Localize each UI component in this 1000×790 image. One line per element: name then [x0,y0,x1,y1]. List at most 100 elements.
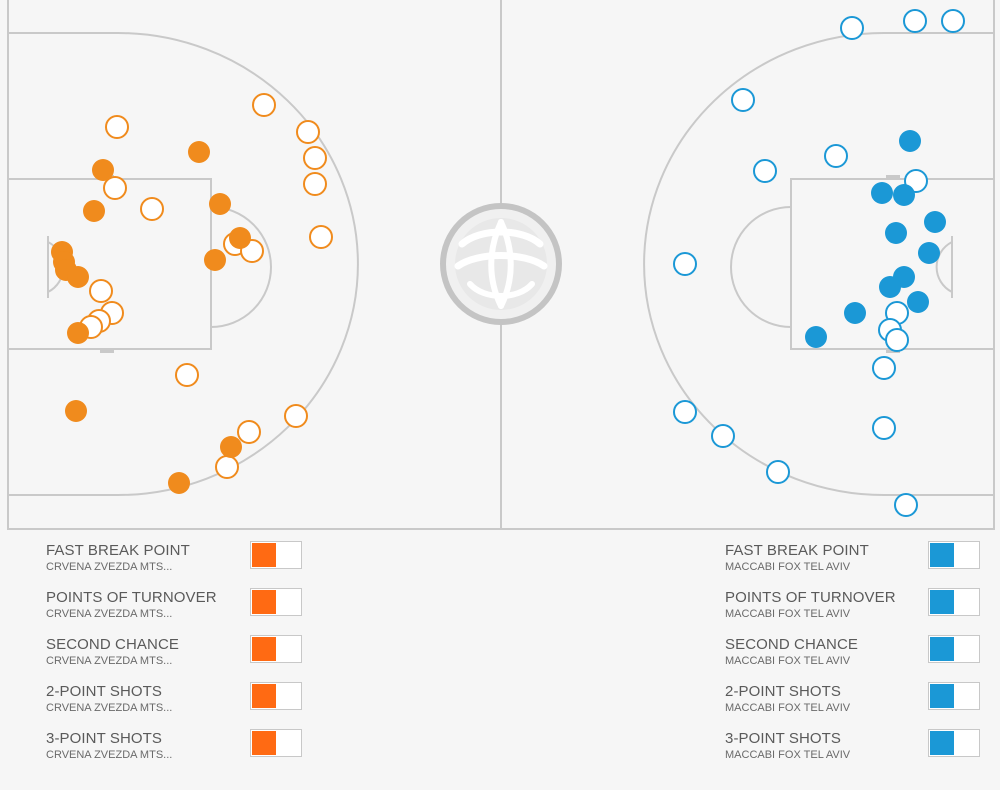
legend-team-name: MACCABI FOX TEL AVIV [725,702,851,714]
made-shot-marker[interactable] [65,400,87,422]
missed-shot-marker[interactable] [296,120,320,144]
legend-row-second-chance: SECOND CHANCE MACCABI FOX TEL AVIV [725,634,995,681]
made-shot-marker[interactable] [188,141,210,163]
made-shot-marker[interactable] [83,200,105,222]
missed-shot-marker[interactable] [840,16,864,40]
legend-team-name: CRVENA ZVEZDA MTS... [46,749,173,761]
legend-label: 3-POINT SHOTS [46,730,163,747]
missed-shot-marker[interactable] [303,146,327,170]
home-shots [51,93,333,494]
missed-shot-marker[interactable] [885,328,909,352]
toggle-knob [252,590,276,614]
legend-team-name: CRVENA ZVEZDA MTS... [46,561,173,573]
court-lines [7,0,995,530]
made-shot-marker[interactable] [844,302,866,324]
missed-shot-marker[interactable] [237,420,261,444]
legend-team-name: MACCABI FOX TEL AVIV [725,608,851,620]
missed-shot-marker[interactable] [766,460,790,484]
made-shot-marker[interactable] [220,436,242,458]
legend-row-fast-break: FAST BREAK POINT MACCABI FOX TEL AVIV [725,540,995,587]
missed-shot-marker[interactable] [673,252,697,276]
missed-shot-marker[interactable] [309,225,333,249]
missed-shot-marker[interactable] [894,493,918,517]
made-shot-marker[interactable] [209,193,231,215]
legend-label: 2-POINT SHOTS [725,683,842,700]
legend-team-name: MACCABI FOX TEL AVIV [725,655,851,667]
legend-label: POINTS OF TURNOVER [725,589,896,606]
missed-shot-marker[interactable] [941,9,965,33]
second-chance-toggle[interactable] [928,635,980,663]
legend-row-fast-break: FAST BREAK POINT CRVENA ZVEZDA MTS... [46,540,316,587]
legend-row-second-chance: SECOND CHANCE CRVENA ZVEZDA MTS... [46,634,316,681]
missed-shot-marker[interactable] [175,363,199,387]
legend-row-3-point-shots: 3-POINT SHOTS CRVENA ZVEZDA MTS... [46,728,316,775]
3-point-shots-toggle[interactable] [928,729,980,757]
legend-row-2-point-shots: 2-POINT SHOTS CRVENA ZVEZDA MTS... [46,681,316,728]
legend-team-name: CRVENA ZVEZDA MTS... [46,702,173,714]
points-of-turnover-toggle[interactable] [928,588,980,616]
missed-shot-marker[interactable] [284,404,308,428]
made-shot-marker[interactable] [67,266,89,288]
made-shot-marker[interactable] [168,472,190,494]
made-shot-marker[interactable] [871,182,893,204]
made-shot-marker[interactable] [229,227,251,249]
legend-team-name: CRVENA ZVEZDA MTS... [46,608,173,620]
made-shot-marker[interactable] [907,291,929,313]
basketball-court-shot-chart [7,0,995,530]
made-shot-marker[interactable] [879,276,901,298]
legend-row-2-point-shots: 2-POINT SHOTS MACCABI FOX TEL AVIV [725,681,995,728]
made-shot-marker[interactable] [67,322,89,344]
3-point-shots-toggle[interactable] [250,729,302,757]
away-shots [673,9,965,517]
home-legend: FAST BREAK POINT CRVENA ZVEZDA MTS... PO… [46,540,316,775]
missed-shot-marker[interactable] [903,9,927,33]
legend-team-name: MACCABI FOX TEL AVIV [725,749,851,761]
missed-shot-marker[interactable] [303,172,327,196]
toggle-knob [930,543,954,567]
made-shot-marker[interactable] [204,249,226,271]
legend-label: FAST BREAK POINT [725,542,869,559]
missed-shot-marker[interactable] [731,88,755,112]
missed-shot-marker[interactable] [252,93,276,117]
missed-shot-marker[interactable] [215,455,239,479]
legend-team-name: MACCABI FOX TEL AVIV [725,561,851,573]
toggle-knob [930,590,954,614]
missed-shot-marker[interactable] [753,159,777,183]
missed-shot-marker[interactable] [711,424,735,448]
fast-break-toggle[interactable] [928,541,980,569]
toggle-knob [930,684,954,708]
missed-shot-marker[interactable] [89,279,113,303]
legend-team-name: CRVENA ZVEZDA MTS... [46,655,173,667]
missed-shot-marker[interactable] [824,144,848,168]
legend-label: SECOND CHANCE [725,636,858,653]
made-shot-marker[interactable] [899,130,921,152]
made-shot-marker[interactable] [885,222,907,244]
made-shot-marker[interactable] [805,326,827,348]
away-legend: FAST BREAK POINT MACCABI FOX TEL AVIV PO… [725,540,995,775]
euroleague-ball-logo [440,203,562,325]
2-point-shots-toggle[interactable] [928,682,980,710]
missed-shot-marker[interactable] [105,115,129,139]
missed-shot-marker[interactable] [140,197,164,221]
legend-row-points-of-turnover: POINTS OF TURNOVER CRVENA ZVEZDA MTS... [46,587,316,634]
second-chance-toggle[interactable] [250,635,302,663]
made-shot-marker[interactable] [924,211,946,233]
points-of-turnover-toggle[interactable] [250,588,302,616]
toggle-knob [252,543,276,567]
fast-break-toggle[interactable] [250,541,302,569]
toggle-knob [252,731,276,755]
2-point-shots-toggle[interactable] [250,682,302,710]
missed-shot-marker[interactable] [103,176,127,200]
toggle-knob [252,684,276,708]
made-shot-marker[interactable] [918,242,940,264]
made-shot-marker[interactable] [893,184,915,206]
toggle-knob [930,731,954,755]
legend-row-3-point-shots: 3-POINT SHOTS MACCABI FOX TEL AVIV [725,728,995,775]
missed-shot-marker[interactable] [872,416,896,440]
legend-label: POINTS OF TURNOVER [46,589,217,606]
legend-label: 2-POINT SHOTS [46,683,163,700]
missed-shot-marker[interactable] [872,356,896,380]
missed-shot-marker[interactable] [673,400,697,424]
toggle-knob [930,637,954,661]
made-shot-marker[interactable] [92,159,114,181]
